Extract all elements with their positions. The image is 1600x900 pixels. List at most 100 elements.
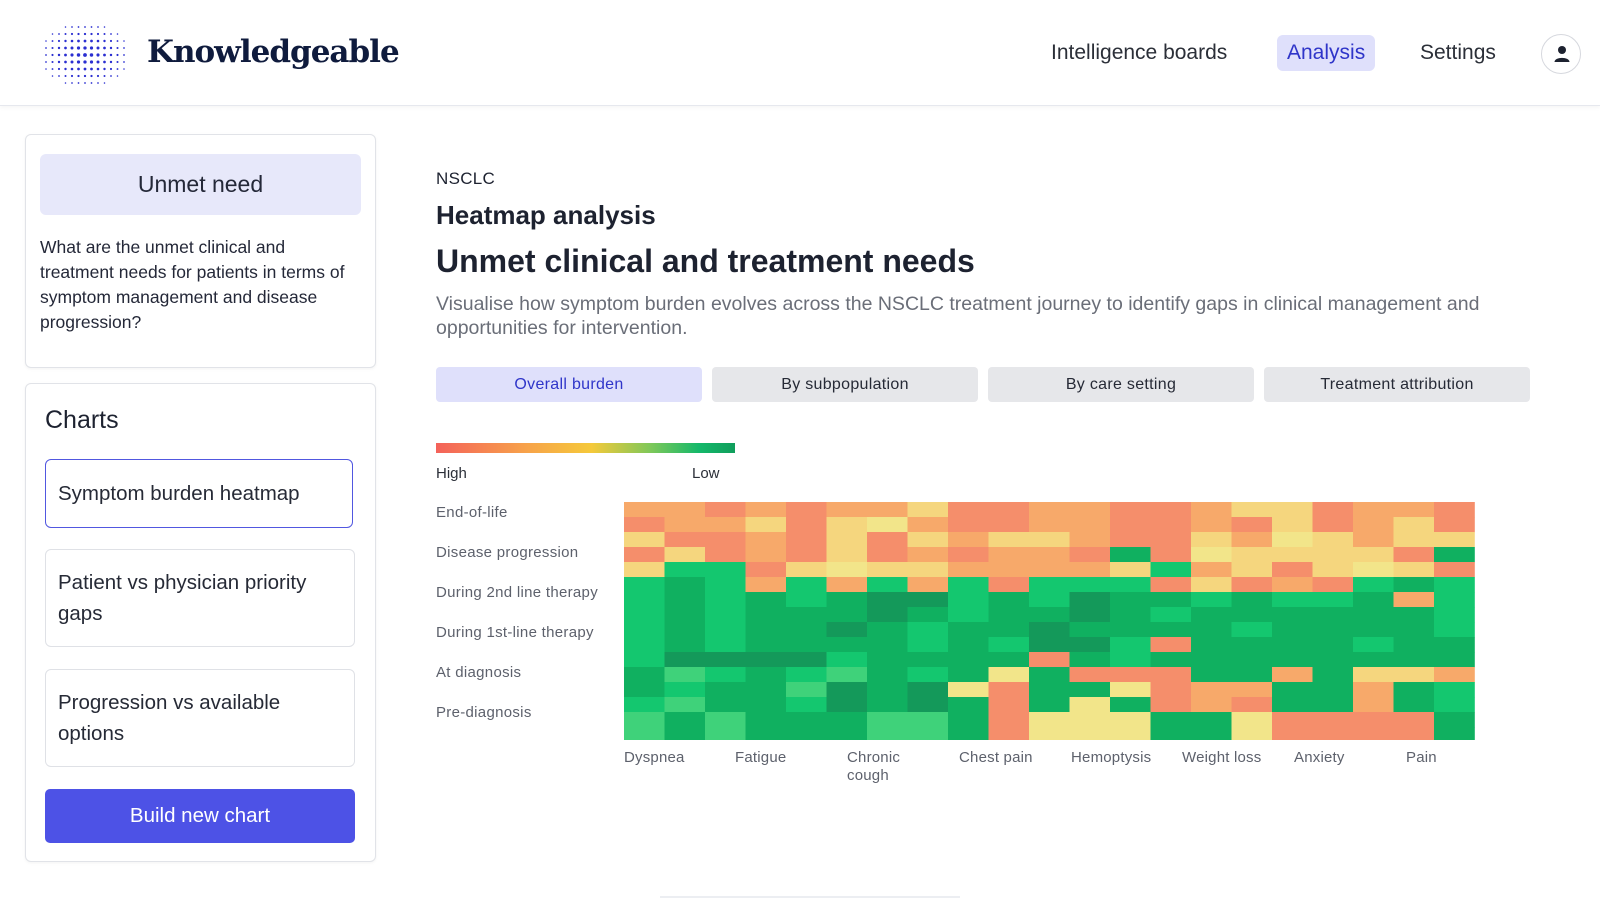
heatmap-cell — [1312, 577, 1354, 593]
col-label-pain: Pain — [1406, 749, 1437, 766]
heatmap-cell — [867, 532, 908, 548]
tab-by-care-setting[interactable]: By care setting — [988, 367, 1254, 402]
heatmap-cell — [1191, 727, 1232, 740]
heatmap-cell — [1110, 532, 1151, 548]
heatmap-cell — [1434, 607, 1475, 623]
heatmap-cell — [705, 697, 746, 713]
heatmap-cell — [1110, 682, 1151, 698]
heatmap-cell — [1069, 682, 1111, 698]
heatmap-cell — [1029, 607, 1070, 623]
heatmap-cell — [745, 652, 787, 668]
heatmap-cell — [745, 502, 787, 518]
heatmap-cell — [1353, 562, 1394, 578]
heatmap-cell — [1069, 592, 1111, 608]
charts-card: Charts Symptom burden heatmap Patient vs… — [25, 383, 376, 862]
heatmap-cell — [1191, 697, 1232, 713]
heatmap-cell — [1272, 697, 1313, 713]
heatmap-cell — [1069, 577, 1111, 593]
heatmap-cell — [664, 712, 706, 728]
heatmap-cell — [1029, 712, 1070, 728]
col-label-weight-loss: Weight loss — [1182, 749, 1262, 766]
disease-eyebrow: NSCLC — [436, 169, 496, 188]
topic-card: Unmet need What are the unmet clinical a… — [25, 134, 376, 368]
heatmap-cell — [948, 607, 989, 623]
heatmap-cell — [907, 712, 949, 728]
chart-item-progression-vs-options[interactable]: Progression vs available options — [45, 669, 355, 767]
heatmap-cell — [907, 727, 949, 740]
heatmap-cell — [786, 502, 827, 518]
heatmap-cell — [907, 667, 949, 683]
heatmap-cell — [1191, 517, 1232, 533]
heatmap-cell — [1353, 577, 1394, 593]
chart-item-symptom-burden-heatmap[interactable]: Symptom burden heatmap — [45, 459, 353, 528]
heatmap-cell — [664, 562, 706, 578]
heatmap-legend-scale — [436, 443, 735, 453]
heatmap-cell — [745, 712, 787, 728]
heatmap-cell — [1110, 622, 1151, 638]
nav-settings[interactable]: Settings — [1420, 41, 1496, 64]
heatmap-cell — [1191, 547, 1232, 563]
heatmap-cell — [1110, 502, 1151, 518]
heatmap-cell — [1231, 517, 1273, 533]
heatmap-cell — [1353, 652, 1394, 668]
user-avatar-button[interactable] — [1541, 34, 1581, 74]
nav-intelligence-boards[interactable]: Intelligence boards — [1051, 41, 1228, 64]
heatmap-cell — [1393, 682, 1435, 698]
heatmap-cell — [705, 727, 746, 740]
heatmap-cell — [1312, 712, 1354, 728]
heatmap-cell — [745, 622, 787, 638]
heatmap-cell — [867, 622, 908, 638]
heatmap-cell — [907, 622, 949, 638]
heatmap-cell — [988, 562, 1030, 578]
heatmap-cell — [1191, 532, 1232, 548]
nav-analysis[interactable]: Analysis — [1277, 35, 1376, 71]
heatmap-cell — [1110, 547, 1151, 563]
heatmap-cell — [1434, 712, 1475, 728]
heatmap-cell — [1150, 667, 1192, 683]
heatmap-cell — [1393, 517, 1435, 533]
heatmap-cell — [1029, 547, 1070, 563]
heatmap-cell — [1353, 712, 1394, 728]
heatmap-cell — [1029, 682, 1070, 698]
heatmap-cell — [988, 502, 1030, 518]
heatmap-cell — [1272, 592, 1313, 608]
heatmap-cell — [786, 532, 827, 548]
heatmap-cell — [1150, 682, 1192, 698]
heatmap-cell — [826, 502, 868, 518]
user-icon — [1554, 46, 1570, 62]
heatmap-cell — [988, 547, 1030, 563]
heatmap-cell — [948, 697, 989, 713]
heatmap-cell — [624, 712, 665, 728]
tab-by-subpopulation[interactable]: By subpopulation — [712, 367, 978, 402]
build-new-chart-button[interactable]: Build new chart — [45, 789, 355, 843]
topic-title[interactable]: Unmet need — [40, 154, 361, 215]
top-header: Knowledgeable Intelligence boards Analys… — [0, 0, 1600, 106]
heatmap-cell — [1029, 637, 1070, 653]
heatmap-cell — [1150, 502, 1192, 518]
col-label-anxiety: Anxiety — [1294, 749, 1345, 766]
heatmap-cell — [988, 532, 1030, 548]
heatmap-cell — [745, 547, 787, 563]
heatmap-cell — [1393, 622, 1435, 638]
heatmap-cell — [1029, 532, 1070, 548]
tab-overall-burden[interactable]: Overall burden — [436, 367, 702, 402]
heatmap-cell — [988, 697, 1030, 713]
heatmap-cell — [948, 682, 989, 698]
chart-item-label: Progression vs available options — [58, 691, 281, 745]
heatmap-cell — [624, 682, 665, 698]
heatmap-cell — [826, 607, 868, 623]
row-label-at-diagnosis: At diagnosis — [436, 664, 522, 681]
tab-treatment-attribution[interactable]: Treatment attribution — [1264, 367, 1530, 402]
heatmap-cell — [1393, 592, 1435, 608]
col-label-hemoptysis: Hemoptysis — [1071, 749, 1152, 766]
heatmap-cell — [1069, 652, 1111, 668]
heatmap-cell — [1110, 697, 1151, 713]
heatmap-cell — [948, 517, 989, 533]
heatmap-cell — [907, 682, 949, 698]
heatmap-cell — [745, 562, 787, 578]
heatmap-cell — [1393, 502, 1435, 518]
heatmap-cell — [1191, 607, 1232, 623]
section-heading: Heatmap analysis — [436, 200, 656, 230]
chart-item-patient-vs-physician[interactable]: Patient vs physician priority gaps — [45, 549, 355, 647]
heatmap-cell — [786, 682, 827, 698]
